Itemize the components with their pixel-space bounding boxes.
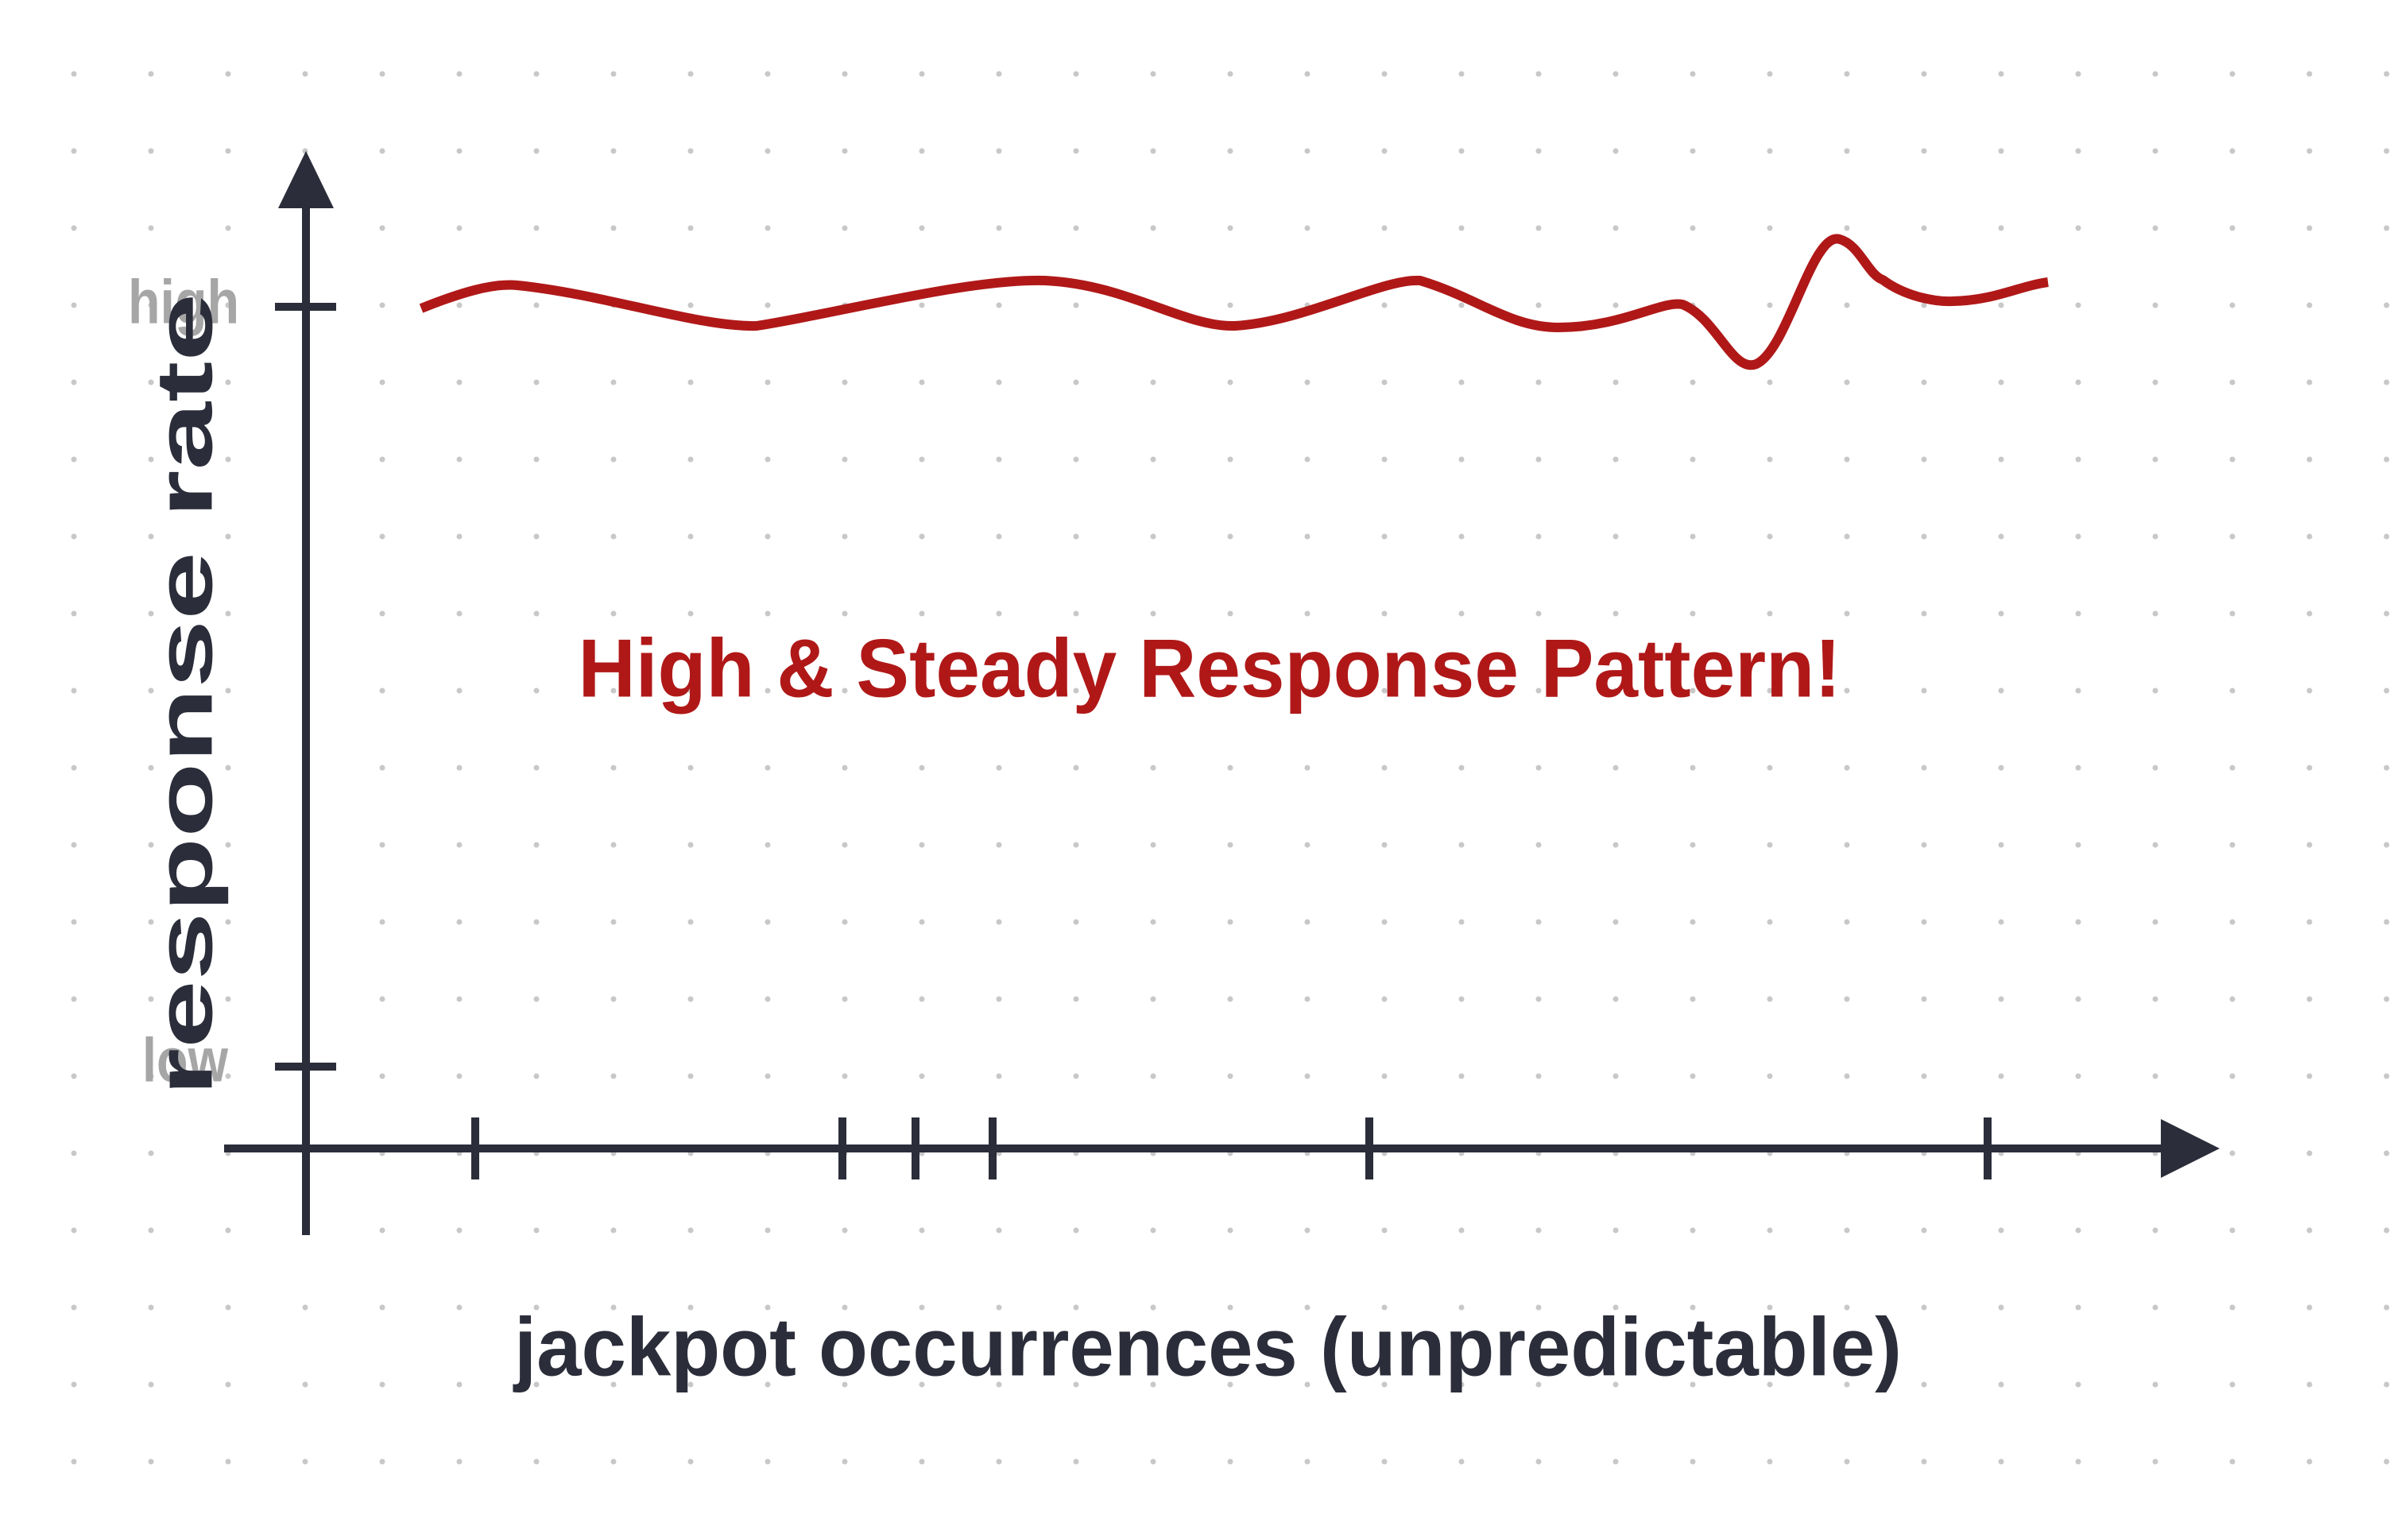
- x-axis-arrow: [2161, 1119, 2220, 1178]
- x-axis-label: jackpot occurrences (unpredictable): [513, 1301, 1902, 1393]
- y-axis-label: response rate: [140, 293, 229, 1096]
- y-axis-arrow: [278, 151, 334, 208]
- y-tick-label: high: [128, 267, 239, 337]
- annotation: High & Steady Response Pattern!: [579, 622, 1841, 715]
- jackpot-ticks: [471, 1117, 1992, 1179]
- response-curve: [419, 234, 2049, 370]
- y-tick-label: low: [142, 1025, 228, 1095]
